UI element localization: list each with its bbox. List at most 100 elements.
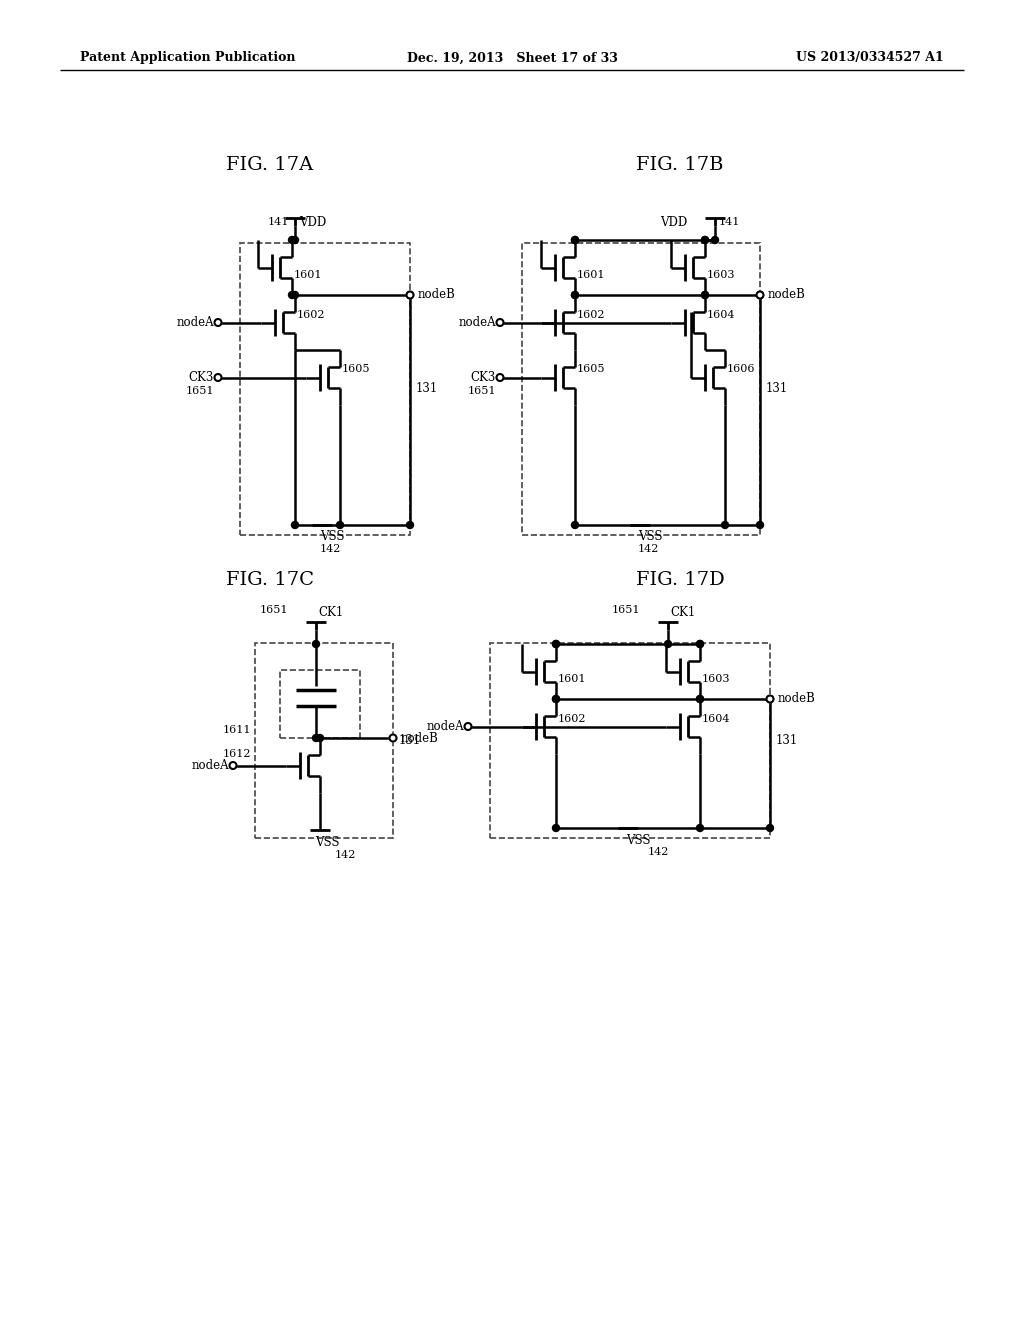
Text: 1602: 1602 [558, 714, 587, 723]
Text: VSS: VSS [319, 531, 344, 544]
Text: CK1: CK1 [318, 606, 343, 619]
Text: 1612: 1612 [222, 748, 251, 759]
Text: Dec. 19, 2013   Sheet 17 of 33: Dec. 19, 2013 Sheet 17 of 33 [407, 51, 617, 65]
Text: 1651: 1651 [611, 605, 640, 615]
Text: FIG. 17B: FIG. 17B [636, 156, 724, 174]
Circle shape [214, 374, 221, 381]
Circle shape [407, 521, 414, 528]
Text: VSS: VSS [315, 837, 340, 850]
Text: 131: 131 [776, 734, 799, 747]
Text: 1606: 1606 [727, 364, 756, 375]
Bar [522, 243, 760, 535]
Circle shape [229, 762, 237, 770]
Circle shape [696, 696, 703, 702]
Text: FIG. 17D: FIG. 17D [636, 572, 724, 589]
Circle shape [497, 319, 504, 326]
Text: 1651: 1651 [259, 605, 288, 615]
Circle shape [701, 236, 709, 243]
Circle shape [289, 236, 296, 243]
Text: 1605: 1605 [342, 364, 371, 375]
Bar [240, 243, 410, 535]
Text: Patent Application Publication: Patent Application Publication [80, 51, 296, 65]
Text: 1605: 1605 [577, 364, 605, 375]
Circle shape [292, 236, 299, 243]
Circle shape [696, 640, 703, 648]
Text: CK3: CK3 [471, 371, 496, 384]
Circle shape [571, 521, 579, 528]
Text: 141: 141 [267, 216, 289, 227]
Text: VSS: VSS [638, 531, 663, 544]
Circle shape [665, 640, 672, 648]
Circle shape [214, 319, 221, 326]
Circle shape [701, 292, 709, 298]
Circle shape [292, 292, 299, 298]
Text: 1603: 1603 [702, 675, 730, 685]
Text: nodeA: nodeA [176, 315, 214, 329]
Circle shape [767, 696, 773, 702]
Text: VDD: VDD [299, 215, 327, 228]
Text: 1602: 1602 [297, 309, 326, 319]
Text: 1601: 1601 [294, 271, 323, 281]
Circle shape [312, 734, 319, 742]
Circle shape [571, 292, 579, 298]
Bar [490, 643, 770, 838]
Text: 131: 131 [416, 383, 438, 396]
Text: nodeA: nodeA [459, 315, 496, 329]
Text: 142: 142 [335, 850, 356, 861]
Circle shape [571, 236, 579, 243]
Circle shape [701, 292, 709, 298]
Text: nodeA: nodeA [426, 719, 464, 733]
Circle shape [389, 734, 396, 742]
Circle shape [553, 696, 559, 702]
Text: 1601: 1601 [558, 675, 587, 685]
Circle shape [553, 696, 559, 702]
Circle shape [553, 640, 559, 648]
Circle shape [553, 640, 559, 648]
Text: CK3: CK3 [188, 371, 214, 384]
Text: nodeA: nodeA [191, 759, 229, 772]
Circle shape [316, 734, 324, 742]
Circle shape [571, 292, 579, 298]
Text: 141: 141 [719, 216, 740, 227]
Text: 1601: 1601 [577, 271, 605, 281]
Bar [255, 643, 393, 838]
Text: FIG. 17A: FIG. 17A [226, 156, 313, 174]
Text: nodeB: nodeB [768, 289, 806, 301]
Circle shape [757, 292, 764, 298]
Circle shape [497, 374, 504, 381]
Circle shape [292, 521, 299, 528]
Text: FIG. 17C: FIG. 17C [226, 572, 314, 589]
Text: 142: 142 [648, 847, 670, 857]
Circle shape [465, 723, 471, 730]
Text: 1604: 1604 [702, 714, 730, 723]
Circle shape [289, 292, 296, 298]
Circle shape [722, 521, 728, 528]
Circle shape [312, 640, 319, 648]
Circle shape [696, 640, 703, 648]
Text: 1602: 1602 [577, 309, 605, 319]
Bar [280, 671, 360, 738]
Text: 1603: 1603 [707, 271, 735, 281]
Text: 142: 142 [638, 544, 659, 554]
Text: VSS: VSS [626, 833, 650, 846]
Text: 1651: 1651 [185, 387, 214, 396]
Circle shape [696, 696, 703, 702]
Text: nodeB: nodeB [778, 693, 816, 705]
Circle shape [337, 521, 343, 528]
Text: 142: 142 [319, 544, 341, 554]
Text: CK1: CK1 [670, 606, 695, 619]
Text: nodeB: nodeB [401, 731, 439, 744]
Circle shape [696, 825, 703, 832]
Circle shape [701, 236, 709, 243]
Circle shape [712, 236, 719, 243]
Circle shape [407, 292, 414, 298]
Text: US 2013/0334527 A1: US 2013/0334527 A1 [797, 51, 944, 65]
Text: 131: 131 [766, 383, 788, 396]
Circle shape [767, 825, 773, 832]
Text: 131: 131 [399, 734, 421, 747]
Text: 1604: 1604 [707, 309, 735, 319]
Circle shape [407, 292, 414, 298]
Text: 1651: 1651 [468, 387, 496, 396]
Circle shape [767, 696, 773, 702]
Circle shape [553, 825, 559, 832]
